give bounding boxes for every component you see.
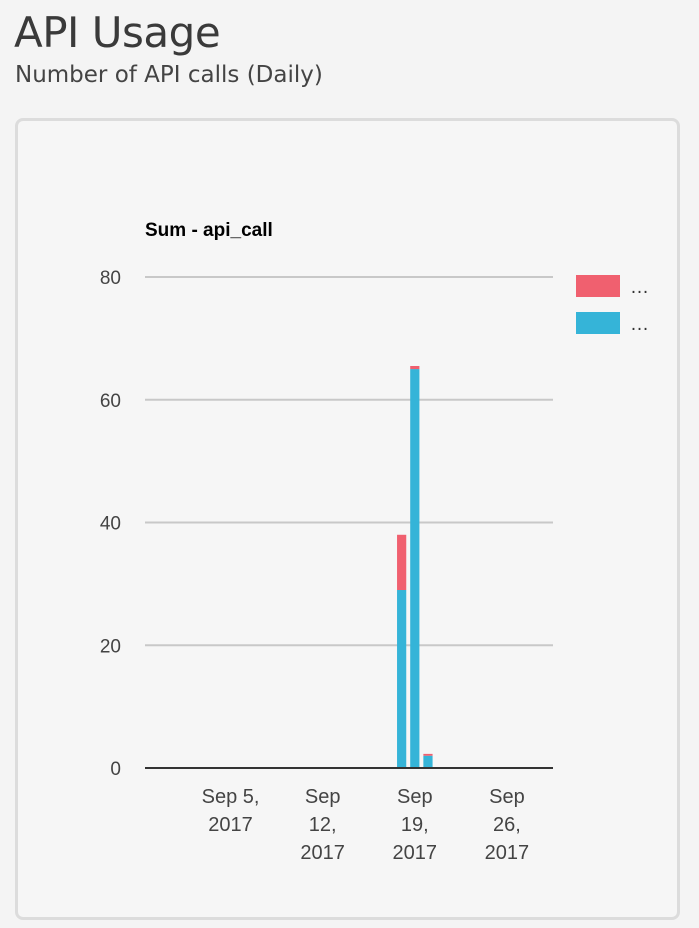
y-tick-label: 40 <box>100 514 121 535</box>
bars <box>397 365 433 768</box>
legend-swatch <box>576 275 620 297</box>
bar-segment[interactable] <box>423 753 433 756</box>
bar-segment[interactable] <box>397 590 407 768</box>
page-subtitle: Number of API calls (Daily) <box>15 62 323 88</box>
bar-segment[interactable] <box>410 369 420 768</box>
page-title: API Usage <box>14 8 221 57</box>
legend-label[interactable]: … <box>630 277 649 298</box>
chart-title: Sum - api_call <box>145 220 273 241</box>
y-tick-label: 80 <box>100 268 121 289</box>
x-tick-label: Sep 26, 2017 <box>485 786 530 864</box>
legend-swatch <box>576 312 620 334</box>
x-tick-label: Sep 19, 2017 <box>393 786 438 864</box>
y-tick-label: 60 <box>100 391 121 412</box>
y-tick-label: 20 <box>100 636 121 657</box>
x-tick-label: Sep 12, 2017 <box>300 786 345 864</box>
legend: …… <box>576 275 649 335</box>
y-tick-label: 0 <box>110 759 121 780</box>
bar-segment[interactable] <box>423 755 433 768</box>
bar-segment[interactable] <box>410 365 420 370</box>
chart-card <box>15 118 680 920</box>
bar-segment[interactable] <box>397 534 407 591</box>
x-axis-ticks: Sep 5, 2017 Sep 12, 2017 Sep 19, 2017 Sep 26, 2017 <box>202 786 530 864</box>
x-tick-label: Sep 5, 2017 <box>202 786 260 836</box>
legend-label[interactable]: … <box>630 314 649 335</box>
y-axis-ticks: 0 20 40 60 80 <box>100 268 121 780</box>
gridlines <box>145 276 553 647</box>
